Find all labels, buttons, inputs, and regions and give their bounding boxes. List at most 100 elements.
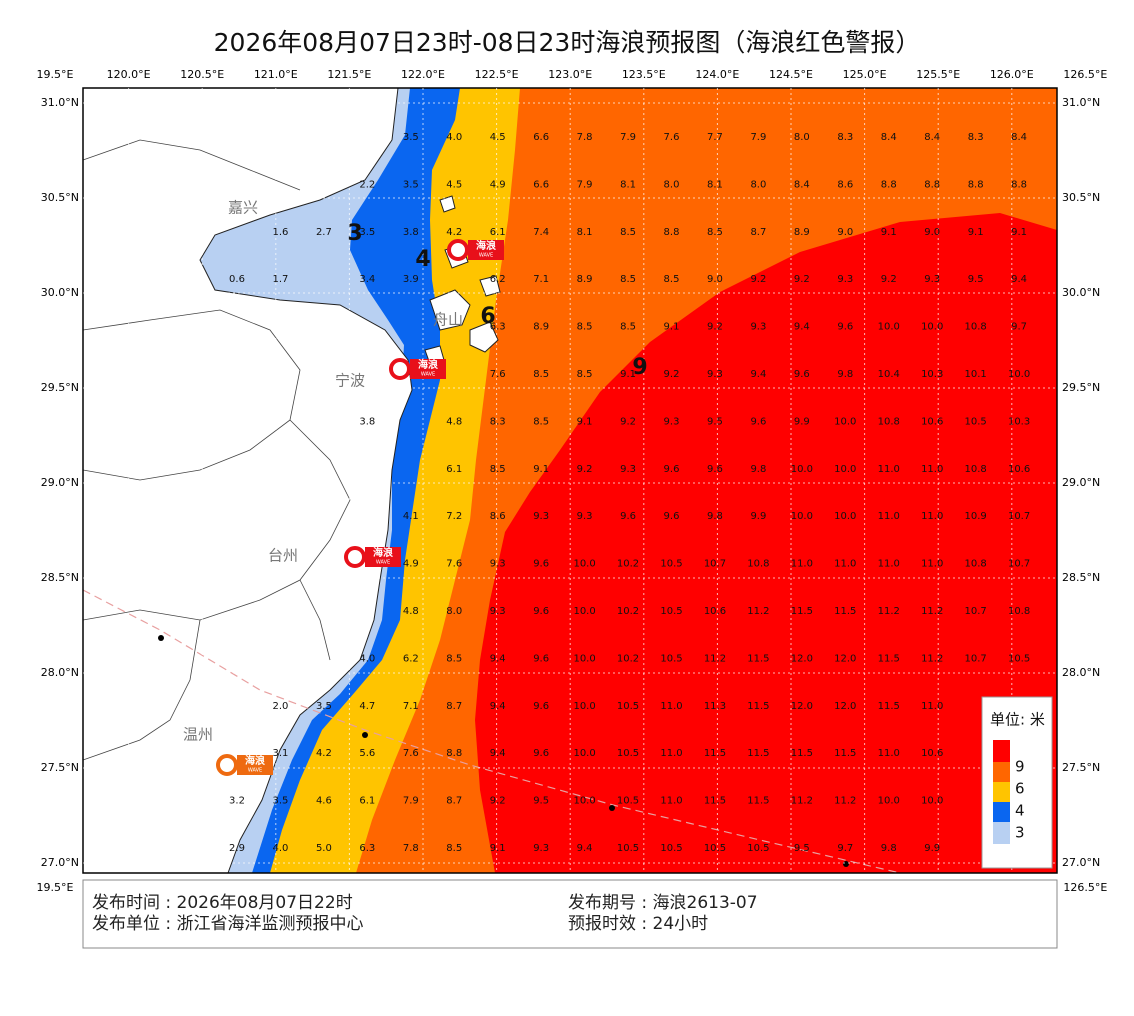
wave-height: 10.0 — [791, 511, 813, 522]
wave-height: 9.0 — [924, 227, 940, 238]
wave-height: 10.0 — [573, 606, 595, 617]
wave-height: 10.5 — [617, 843, 639, 854]
wave-height: 4.1 — [403, 511, 419, 522]
wave-height: 2.0 — [272, 701, 288, 712]
issue-time: 发布时间 : 2026年08月07日22时 — [92, 893, 353, 913]
wave-height: 9.8 — [707, 511, 723, 522]
wave-height: 9.3 — [577, 511, 593, 522]
wave-height: 4.8 — [403, 606, 419, 617]
lat-label: 30.0°N — [41, 286, 79, 299]
wave-height: 8.5 — [620, 227, 636, 238]
wave-height: 10.9 — [965, 511, 987, 522]
wave-height: 10.5 — [660, 559, 682, 570]
wave-height: 8.5 — [664, 274, 680, 285]
badge-sub: WAVE — [248, 768, 262, 774]
wave-height: 8.4 — [881, 132, 897, 143]
wave-height: 8.4 — [1011, 132, 1027, 143]
wave-height: 9.3 — [620, 464, 636, 475]
wave-height: 9.6 — [533, 748, 549, 759]
lat-label: 28.0°N — [41, 666, 79, 679]
wave-height: 10.0 — [573, 559, 595, 570]
wave-height: 11.5 — [747, 796, 769, 807]
wave-height: 9.3 — [707, 369, 723, 380]
wave-height: 11.0 — [660, 701, 682, 712]
wave-height: 9.2 — [664, 369, 680, 380]
wave-height: 9.4 — [490, 653, 506, 664]
wave-height: 10.0 — [573, 653, 595, 664]
wave-height: 11.0 — [878, 748, 900, 759]
wave-height: 9.8 — [881, 843, 897, 854]
wave-height: 9.1 — [1011, 227, 1027, 238]
badge-box — [365, 547, 401, 567]
wave-height: 6.1 — [446, 464, 462, 475]
wave-height: 10.7 — [965, 606, 987, 617]
wave-height: 10.0 — [921, 796, 943, 807]
legend-swatch — [993, 762, 1010, 782]
wave-height: 3.5 — [403, 179, 419, 190]
wave-height: 10.3 — [1008, 416, 1030, 427]
wave-height: 9.2 — [750, 274, 766, 285]
map-title: 2026年08月07日23时-08日23时海浪预报图（海浪红色警报） — [214, 28, 921, 57]
wave-height: 9.3 — [837, 274, 853, 285]
wave-height: 9.2 — [620, 416, 636, 427]
wave-height: 10.8 — [1008, 606, 1030, 617]
badge-swirl — [447, 239, 469, 261]
legend-swatch — [993, 802, 1010, 822]
wave-height: 10.4 — [878, 369, 900, 380]
wave-height: 10.7 — [965, 653, 987, 664]
wave-height: 6.3 — [490, 322, 506, 333]
wave-height: 10.5 — [617, 796, 639, 807]
wave-height: 3.9 — [403, 274, 419, 285]
wave-height: 10.2 — [617, 606, 639, 617]
wave-height: 11.0 — [660, 748, 682, 759]
wave-height: 6.6 — [533, 132, 549, 143]
wave-height: 9.4 — [490, 748, 506, 759]
lon-label: 124.0°E — [695, 68, 739, 81]
wave-height: 11.2 — [921, 606, 943, 617]
wave-height: 10.7 — [1008, 511, 1030, 522]
wave-height: 11.5 — [747, 653, 769, 664]
wave-height: 10.5 — [660, 606, 682, 617]
wave-height: 11.2 — [878, 606, 900, 617]
badge-swirl — [389, 358, 411, 380]
wave-height: 8.8 — [664, 227, 680, 238]
wave-height: 8.1 — [620, 179, 636, 190]
wave-height: 11.0 — [791, 559, 813, 570]
wave-height: 9.3 — [664, 416, 680, 427]
contour-label: 4 — [415, 247, 430, 272]
footer: 发布时间 : 2026年08月07日22时 发布单位 : 浙江省海洋监测预报中心… — [82, 879, 1058, 949]
contour-label: 6 — [480, 304, 495, 329]
wave-height: 9.6 — [664, 464, 680, 475]
lat-label: 29.0°N — [41, 476, 79, 489]
wave-height: 12.0 — [791, 653, 813, 664]
wave-height: 10.2 — [617, 653, 639, 664]
wave-height: 8.5 — [533, 416, 549, 427]
wave-height: 3.4 — [359, 274, 375, 285]
wave-height: 11.5 — [747, 701, 769, 712]
lon-label: 123.0°E — [548, 68, 592, 81]
lat-label: 29.0°N — [1062, 476, 1100, 489]
wave-height: 10.8 — [747, 559, 769, 570]
wave-height: 11.5 — [704, 748, 726, 759]
wave-height: 8.6 — [837, 179, 853, 190]
wave-height: 9.4 — [490, 701, 506, 712]
wave-height: 8.0 — [750, 179, 766, 190]
wave-height: 4.9 — [490, 179, 506, 190]
wave-height: 4.8 — [446, 416, 462, 427]
wave-height: 9.2 — [707, 322, 723, 333]
wave-height: 8.8 — [968, 179, 984, 190]
legend-level: 9 — [1015, 758, 1025, 776]
wave-height: 10.0 — [791, 464, 813, 475]
wave-height: 7.9 — [620, 132, 636, 143]
wave-height: 8.5 — [446, 653, 462, 664]
wave-height: 10.5 — [617, 701, 639, 712]
wave-height: 11.2 — [791, 796, 813, 807]
wave-height: 9.0 — [837, 227, 853, 238]
wave-height: 11.5 — [878, 701, 900, 712]
wave-height: 8.5 — [446, 843, 462, 854]
wave-height: 8.9 — [794, 227, 810, 238]
lat-label: 28.0°N — [1062, 666, 1100, 679]
footer-box — [82, 879, 1058, 949]
